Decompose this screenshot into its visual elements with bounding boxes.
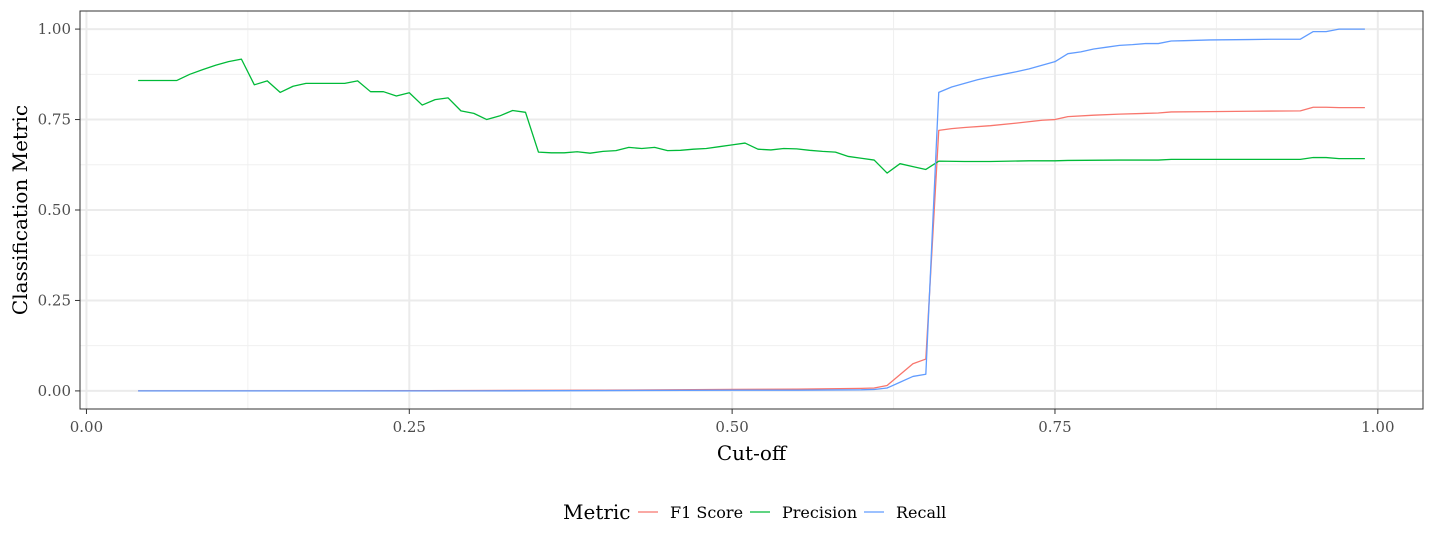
y-tick-label: 0.50	[38, 201, 71, 219]
series-line-recall	[138, 28, 1365, 392]
legend-items: F1 Score Precision Recall	[638, 503, 946, 522]
y-axis: 0.00 0.25 0.50 0.75 1.00	[38, 20, 80, 400]
grid-minor	[80, 11, 1423, 409]
legend: Metric F1 Score Precision Recall	[563, 500, 946, 524]
y-tick-label: 0.25	[38, 291, 71, 309]
x-tick-label: 0.25	[393, 418, 426, 436]
y-tick-label: 1.00	[38, 20, 71, 38]
x-tick-label: 0.50	[715, 418, 748, 436]
y-tick-label: 0.00	[38, 382, 71, 400]
y-tick-label: 0.75	[38, 111, 71, 129]
x-tick-label: 0.75	[1038, 418, 1071, 436]
legend-label-recall: Recall	[896, 503, 946, 522]
series-line-f1-score	[138, 106, 1365, 392]
legend-title: Metric	[563, 500, 631, 524]
grid-major	[80, 11, 1423, 409]
series-line-precision	[138, 58, 1365, 174]
y-axis-title: Classification Metric	[8, 105, 32, 315]
x-axis-title: Cut-off	[717, 441, 788, 465]
legend-label-precision: Precision	[782, 503, 857, 522]
x-axis: 0.00 0.25 0.50 0.75 1.00	[70, 409, 1395, 436]
legend-label-f1-score: F1 Score	[670, 503, 743, 522]
x-tick-label: 1.00	[1361, 418, 1394, 436]
series-lines	[138, 28, 1365, 392]
x-tick-label: 0.00	[70, 418, 103, 436]
